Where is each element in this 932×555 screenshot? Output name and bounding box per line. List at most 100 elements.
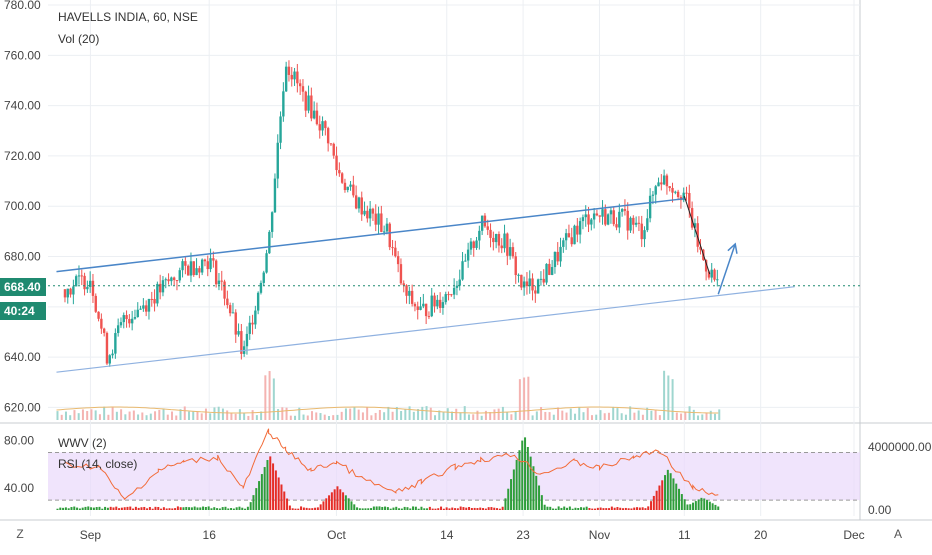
- wwv-bar: [709, 502, 711, 510]
- wwv-bar: [230, 508, 232, 510]
- wwv-bar: [98, 507, 100, 510]
- volume-bar: [56, 411, 58, 420]
- wwv-bar: [250, 502, 252, 510]
- wwv-bar: [418, 509, 420, 510]
- wwv-bar: [359, 508, 361, 510]
- candle-body: [159, 284, 161, 292]
- candle-body: [568, 233, 570, 237]
- time-tick-label: 16: [203, 528, 217, 542]
- candle-body: [629, 218, 631, 231]
- candle-body: [114, 333, 116, 354]
- candle-body: [139, 309, 141, 310]
- rsi-band: [48, 452, 860, 500]
- candle-body: [162, 280, 164, 292]
- volume-bar: [638, 410, 640, 420]
- volume-bar: [455, 409, 457, 420]
- wwv-bar: [639, 508, 641, 510]
- candle-body: [512, 247, 514, 256]
- volume-bar: [553, 415, 555, 420]
- candle-body: [711, 270, 713, 278]
- candle-body: [607, 214, 609, 224]
- wwv-bar: [115, 507, 117, 510]
- wwv-bar: [513, 469, 515, 510]
- candle-body: [355, 195, 357, 208]
- candle-body: [397, 256, 399, 264]
- candle-body: [431, 296, 433, 317]
- wwv-bar: [395, 507, 397, 510]
- candle-body: [585, 214, 587, 217]
- time-tick-label: Nov: [589, 528, 610, 542]
- candle-body: [123, 315, 125, 322]
- wwv-bar: [465, 508, 467, 510]
- volume-bar: [570, 409, 572, 420]
- volume-bar: [353, 407, 355, 420]
- candle-body: [263, 273, 265, 283]
- candle-body: [635, 223, 637, 225]
- wwv-bar: [118, 508, 120, 510]
- wwv-bar: [62, 508, 64, 510]
- candle-body: [461, 261, 463, 279]
- wwv-bar: [700, 498, 702, 510]
- wwv-bar: [583, 508, 585, 510]
- volume-bar: [218, 407, 220, 420]
- candle-body: [165, 279, 167, 280]
- candle-body: [187, 266, 189, 276]
- wwv-bar: [334, 489, 336, 510]
- wwv-bar: [482, 508, 484, 510]
- candle-body: [582, 217, 584, 221]
- candle-body: [324, 121, 326, 128]
- candle-body: [391, 247, 393, 248]
- candle-body: [562, 240, 564, 247]
- volume-bar: [434, 415, 436, 420]
- wwv-bar: [490, 507, 492, 510]
- volume-bar: [235, 414, 237, 420]
- wwv-bar: [241, 508, 243, 510]
- wwv-bar: [154, 507, 156, 510]
- candle-body: [389, 224, 391, 247]
- wwv-bar: [714, 505, 716, 510]
- candle-body: [212, 258, 214, 260]
- candle-body: [103, 329, 105, 333]
- candle-body: [671, 188, 673, 193]
- volume-bar: [426, 406, 428, 420]
- candle-body: [534, 290, 536, 293]
- volume-bar: [120, 409, 122, 420]
- candle-body: [307, 95, 309, 110]
- candle-body: [229, 305, 231, 313]
- volume-bar: [175, 416, 177, 420]
- candle-body: [305, 92, 307, 111]
- volume-bar: [273, 378, 275, 420]
- wwv-bar: [476, 508, 478, 510]
- wwv-bar: [712, 503, 714, 510]
- volume-bar: [112, 406, 114, 420]
- volume-bar: [205, 409, 207, 420]
- wwv-bar: [110, 507, 112, 510]
- auto-scale-left-button[interactable]: Z: [12, 526, 28, 542]
- candle-body: [246, 334, 248, 346]
- volume-bar: [65, 412, 67, 420]
- candle-body: [613, 210, 615, 224]
- candle-body: [195, 268, 197, 275]
- volume-bar: [574, 414, 576, 420]
- candle-body: [489, 230, 491, 238]
- wwv-tick-label: 0.00: [868, 503, 892, 517]
- auto-scale-right-button[interactable]: A: [890, 526, 906, 542]
- volume-bar: [141, 412, 143, 420]
- wwv-bar: [462, 507, 464, 510]
- candle-body: [369, 209, 371, 219]
- volume-bar: [595, 415, 597, 420]
- candle-body: [380, 213, 382, 231]
- rsi-tick-label: 80.00: [4, 434, 34, 448]
- candle-body: [593, 213, 595, 219]
- volume-bar: [693, 410, 695, 420]
- wwv-bar: [681, 494, 683, 510]
- time-tick-label: Sep: [80, 528, 102, 542]
- candle-body: [347, 187, 349, 190]
- candle-body: [291, 75, 293, 79]
- candle-body: [478, 231, 480, 241]
- candle-body: [436, 300, 438, 306]
- candle-body: [473, 241, 475, 247]
- candle-body: [590, 219, 592, 224]
